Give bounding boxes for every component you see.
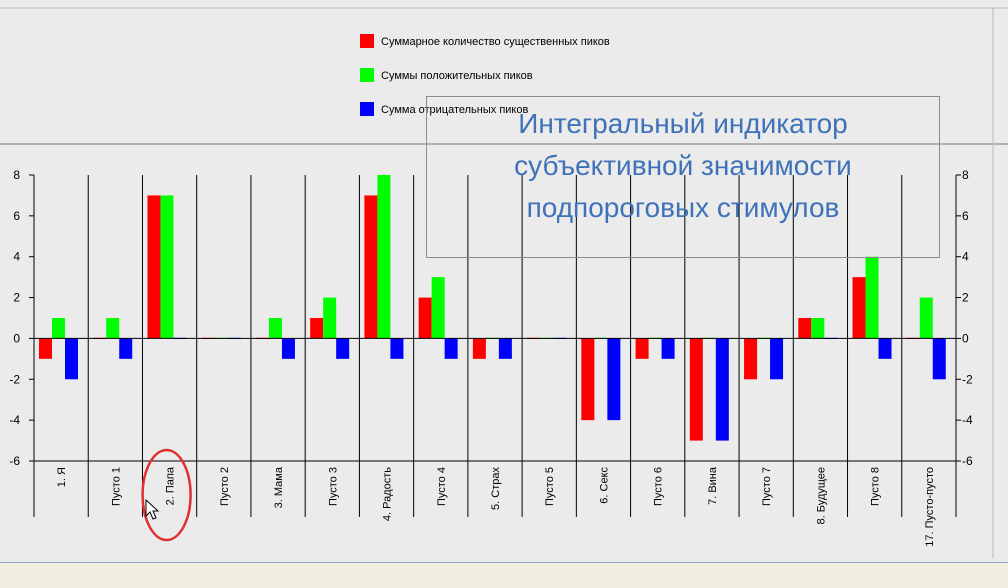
y-tick-left: -2 <box>9 372 20 386</box>
y-tick-right: -4 <box>962 413 973 427</box>
bar <box>310 318 324 339</box>
category-label: 7. Вина <box>707 466 719 505</box>
bar <box>715 338 729 441</box>
bar <box>431 277 445 339</box>
mouse-cursor-icon <box>145 498 160 520</box>
bars <box>39 175 946 441</box>
bar <box>418 297 432 339</box>
bar <box>878 338 892 359</box>
y-axis-left: 8 6 4 2 0 -2 -4 -6 <box>9 168 34 468</box>
y-tick-right: 6 <box>962 209 969 223</box>
bar <box>390 338 404 359</box>
category-label: Пусто 7 <box>761 467 773 506</box>
bar <box>852 277 866 339</box>
bar <box>581 338 595 421</box>
bar <box>744 338 758 380</box>
highlight-group <box>141 448 192 542</box>
legend-swatch-3 <box>360 102 374 116</box>
bar <box>377 175 391 339</box>
category-label: 8. Будущее <box>815 467 827 524</box>
legend: Суммарное количество существенных пиков С… <box>360 34 610 116</box>
bar <box>635 338 649 359</box>
bar <box>689 338 703 441</box>
y-tick-left: -6 <box>9 454 20 468</box>
bar <box>444 338 458 359</box>
y-tick-right: 8 <box>962 168 969 182</box>
bar <box>39 338 52 359</box>
category-label: 1. Я <box>56 467 68 487</box>
category-dividers <box>33 175 957 517</box>
legend-label-2: Суммы положительных пиков <box>381 70 533 82</box>
bar <box>919 297 933 339</box>
bar <box>770 338 784 380</box>
y-tick-right: -2 <box>962 372 973 386</box>
bar <box>498 338 512 359</box>
bar <box>119 338 133 359</box>
bar <box>147 195 161 339</box>
y-tick-right: 2 <box>962 291 969 305</box>
category-label: Пусто 2 <box>219 467 231 506</box>
annotation-box: Интегральный индикатор субъективной знач… <box>426 96 940 258</box>
category-label: Пусто 8 <box>870 467 882 506</box>
y-tick-left: 4 <box>13 250 20 264</box>
highlight-ellipse <box>141 448 192 542</box>
y-tick-right: 0 <box>962 331 969 345</box>
y-tick-left: 0 <box>13 331 20 345</box>
annotation-line-1: Интегральный индикатор <box>518 108 848 139</box>
legend-swatch-2 <box>360 68 374 82</box>
category-label: 5. Страх <box>490 467 502 510</box>
category-label: 6. Секс <box>598 467 610 504</box>
category-labels: 1. Я Пусто 1 2. Папа Пусто 2 3. Мама Пусто 3 4… <box>56 466 936 547</box>
bar <box>865 256 879 339</box>
category-label: 3. Мама <box>273 466 285 508</box>
y-tick-left: 6 <box>13 209 20 223</box>
bar <box>472 338 486 359</box>
bar <box>160 195 174 339</box>
category-label: Пусто 6 <box>653 467 665 506</box>
legend-swatch-1 <box>360 34 374 48</box>
y-tick-left: 2 <box>13 291 20 305</box>
annotation-line-3: подпороговых стимулов <box>526 192 840 223</box>
bar <box>65 338 78 380</box>
bar <box>268 318 282 339</box>
status-bar <box>0 562 1008 588</box>
axes <box>34 337 956 462</box>
y-axis-right: 8 6 4 2 0 -2 -4 -6 <box>956 168 973 468</box>
category-label: 4. Радость <box>382 467 394 521</box>
bar <box>364 195 378 339</box>
bar <box>52 318 65 339</box>
category-label: Пусто 3 <box>327 467 339 506</box>
y-tick-right: 4 <box>962 250 969 264</box>
bar <box>661 338 675 359</box>
legend-label-3: Сумма отрицательных пиков <box>381 104 528 116</box>
bar <box>811 318 825 339</box>
bar <box>798 318 812 339</box>
annotation-line-2: субъективной значимости <box>514 150 852 181</box>
category-label: Пусто 1 <box>110 467 122 506</box>
y-tick-right: -6 <box>962 454 973 468</box>
bar <box>932 338 946 380</box>
bar <box>336 338 350 359</box>
bar <box>281 338 295 359</box>
bar <box>607 338 621 421</box>
category-label: 17. Пусто-пусто <box>924 467 936 547</box>
y-tick-left: -4 <box>9 413 20 427</box>
y-tick-left: 8 <box>13 168 20 182</box>
bar <box>323 297 337 339</box>
category-label: Пусто 5 <box>544 467 556 506</box>
category-label: 2. Папа <box>165 466 177 505</box>
legend-label-1: Суммарное количество существенных пиков <box>381 36 610 48</box>
bar <box>106 318 120 339</box>
category-label: Пусто 4 <box>436 467 448 506</box>
